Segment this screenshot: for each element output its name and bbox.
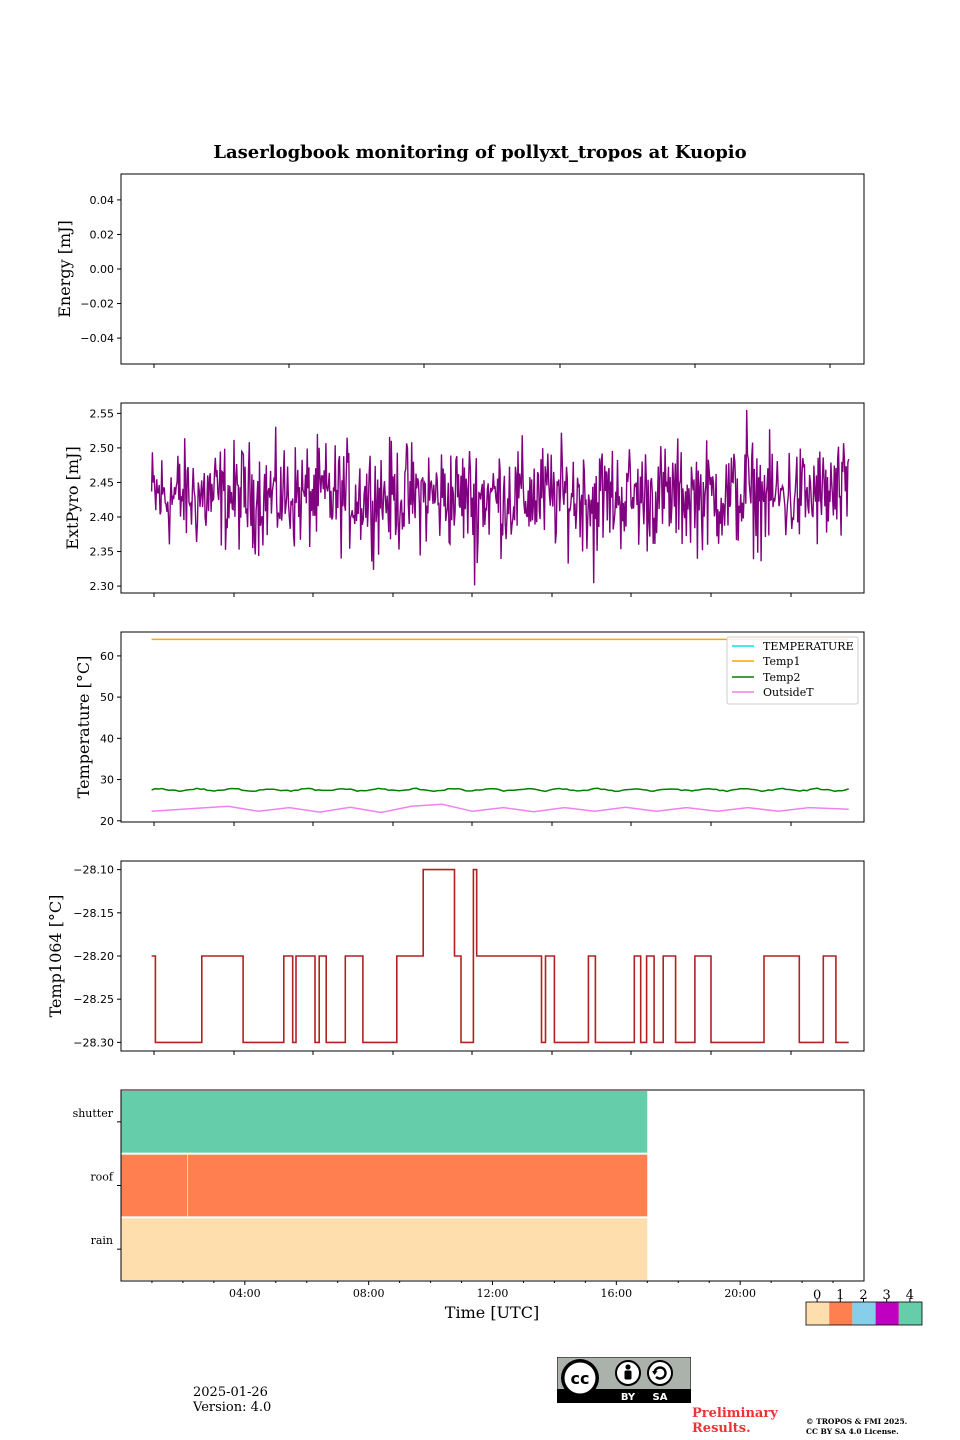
row-label-rain: rain xyxy=(91,1234,113,1247)
row-label-roof: roof xyxy=(90,1171,114,1184)
x-tick-label: 08:00 xyxy=(353,1287,385,1300)
temperature-y-ticks: 20 30 40 50 60 xyxy=(100,650,121,828)
preliminary-line-1: Preliminary xyxy=(692,1406,778,1421)
y-tick-label: 0.04 xyxy=(90,194,115,207)
status-x-ticks: 04:00 08:00 12:00 16:00 20:00 xyxy=(151,1281,834,1300)
y-tick-label: −28.20 xyxy=(73,950,114,963)
y-tick-label: −0.04 xyxy=(80,332,114,345)
y-tick-label: 40 xyxy=(100,732,114,745)
temp1064-panel: −28.30 −28.25 −28.20 −28.15 −28.10 Temp1064 … xyxy=(46,860,865,1055)
extpyro-y-ticks: 2.30 2.35 2.40 2.45 2.50 2.55 xyxy=(90,407,121,593)
colorbar-label: 1 xyxy=(836,1288,844,1303)
cc-icon-text: cc xyxy=(571,1369,590,1388)
sa-arc xyxy=(653,1366,667,1380)
by-label: BY xyxy=(621,1392,636,1403)
x-tick-label: 16:00 xyxy=(600,1287,632,1300)
energy-y-ticks: −0.04 −0.02 0.00 0.02 0.04 xyxy=(80,194,121,345)
x-tick-label: 04:00 xyxy=(229,1287,261,1300)
colorbar-cell xyxy=(875,1302,899,1325)
colorbar-cell xyxy=(806,1302,830,1325)
y-tick-label: −0.02 xyxy=(80,298,114,311)
y-tick-label: −28.15 xyxy=(73,907,114,920)
copyright-line-2: CC BY SA 4.0 License. xyxy=(806,1427,899,1436)
y-tick-label: −28.30 xyxy=(73,1036,114,1049)
y-tick-label: 2.50 xyxy=(90,442,115,455)
energy-x-ticks xyxy=(153,364,831,368)
x-axis-label: Time [UTC] xyxy=(445,1303,539,1322)
status-cell-rain xyxy=(121,1218,648,1280)
sa-label: SA xyxy=(653,1392,668,1403)
y-tick-label: 2.55 xyxy=(90,407,115,420)
y-tick-label: 20 xyxy=(100,815,114,828)
y-tick-label: 30 xyxy=(100,774,114,787)
colorbar-label: 2 xyxy=(859,1288,867,1303)
copyright-notice: © TROPOS & FMI 2025. CC BY SA 4.0 Licens… xyxy=(806,1417,956,1437)
temp1064-y-label: Temp1064 [°C] xyxy=(46,895,65,1018)
temperature-axes-frame xyxy=(120,631,865,823)
status-row-labels: rain roof shutter xyxy=(73,1107,121,1250)
legend-label-temp1: Temp1 xyxy=(763,655,800,668)
energy-y-label: Energy [mJ] xyxy=(55,220,74,318)
date-text: 2025-01-26 xyxy=(193,1385,268,1400)
legend-label-temp2: Temp2 xyxy=(763,671,800,684)
temp2-series-line xyxy=(151,787,849,793)
colorbar-label: 4 xyxy=(906,1288,914,1303)
y-tick-label: −28.10 xyxy=(73,864,114,877)
cc-by-sa-badge: cc BY SA xyxy=(556,1356,692,1404)
status-cell-shutter xyxy=(121,1091,648,1153)
temperature-legend: TEMPERATURE Temp1 Temp2 OutsideT xyxy=(726,636,859,705)
sa-share-icon xyxy=(647,1360,673,1386)
version-text: Version: 4.0 xyxy=(193,1400,272,1415)
temp1064-series-line xyxy=(151,868,849,1044)
legend-label-outsidet: OutsideT xyxy=(763,686,814,699)
temperature-y-label: Temperature [°C] xyxy=(74,656,93,799)
energy-panel: −0.04 −0.02 0.00 0.02 0.04 Energy [mJ] xyxy=(55,173,865,368)
row-label-shutter: shutter xyxy=(73,1107,114,1120)
status-cell-roof xyxy=(121,1154,648,1217)
legend-box xyxy=(726,636,859,705)
legend-label-temperature: TEMPERATURE xyxy=(763,640,854,653)
extpyro-series-line xyxy=(150,409,850,586)
sa-arrow xyxy=(652,1371,658,1375)
temperature-x-ticks xyxy=(153,822,792,826)
y-tick-label: 2.45 xyxy=(90,476,115,489)
by-person-body xyxy=(624,1370,632,1380)
colorbar-label: 0 xyxy=(813,1288,821,1303)
colorbar-cell xyxy=(898,1302,922,1325)
colorbar-cell xyxy=(852,1302,876,1325)
date-version-block: 2025-01-26 Version: 4.0 xyxy=(193,1385,271,1415)
cc-icon xyxy=(564,1362,596,1394)
extpyro-panel: 2.30 2.35 2.40 2.45 2.50 2.55 ExtPyro [mJ] xyxy=(63,402,865,597)
y-tick-label: 2.30 xyxy=(90,580,115,593)
copyright-line-1: © TROPOS & FMI 2025. xyxy=(806,1417,908,1426)
outsidet-series-line xyxy=(151,803,849,814)
colorbar-cell xyxy=(829,1302,853,1325)
by-person-head xyxy=(625,1364,631,1370)
extpyro-x-ticks xyxy=(153,593,792,597)
y-tick-label: 50 xyxy=(100,691,114,704)
y-tick-label: −28.25 xyxy=(73,993,114,1006)
y-tick-label: 0.00 xyxy=(90,263,115,276)
chart-title: Laserlogbook monitoring of pollyxt_tropo… xyxy=(213,142,746,163)
status-panel: rain roof shutter 04:00 08:00 12:00 16:00 20:0… xyxy=(73,1089,865,1322)
extpyro-axes-frame xyxy=(120,402,865,594)
temp1064-x-ticks xyxy=(153,1051,792,1055)
colorbar-label: 3 xyxy=(883,1288,891,1303)
y-tick-label: 60 xyxy=(100,650,114,663)
preliminary-notice: Preliminary Results. xyxy=(692,1406,802,1436)
y-tick-label: 0.02 xyxy=(90,228,115,241)
temp1064-y-ticks: −28.30 −28.25 −28.20 −28.15 −28.10 xyxy=(73,864,121,1049)
x-tick-label: 12:00 xyxy=(477,1287,509,1300)
extpyro-y-label: ExtPyro [mJ] xyxy=(63,446,82,549)
y-tick-label: 2.35 xyxy=(90,546,115,559)
preliminary-line-2: Results. xyxy=(692,1421,751,1436)
temperature-panel: 20 30 40 50 60 Temperature [°C] TEMPERATURE … xyxy=(74,631,865,828)
status-cells xyxy=(121,1091,648,1280)
y-tick-label: 2.40 xyxy=(90,511,115,524)
x-tick-label: 20:00 xyxy=(724,1287,756,1300)
energy-axes-frame xyxy=(120,173,865,365)
